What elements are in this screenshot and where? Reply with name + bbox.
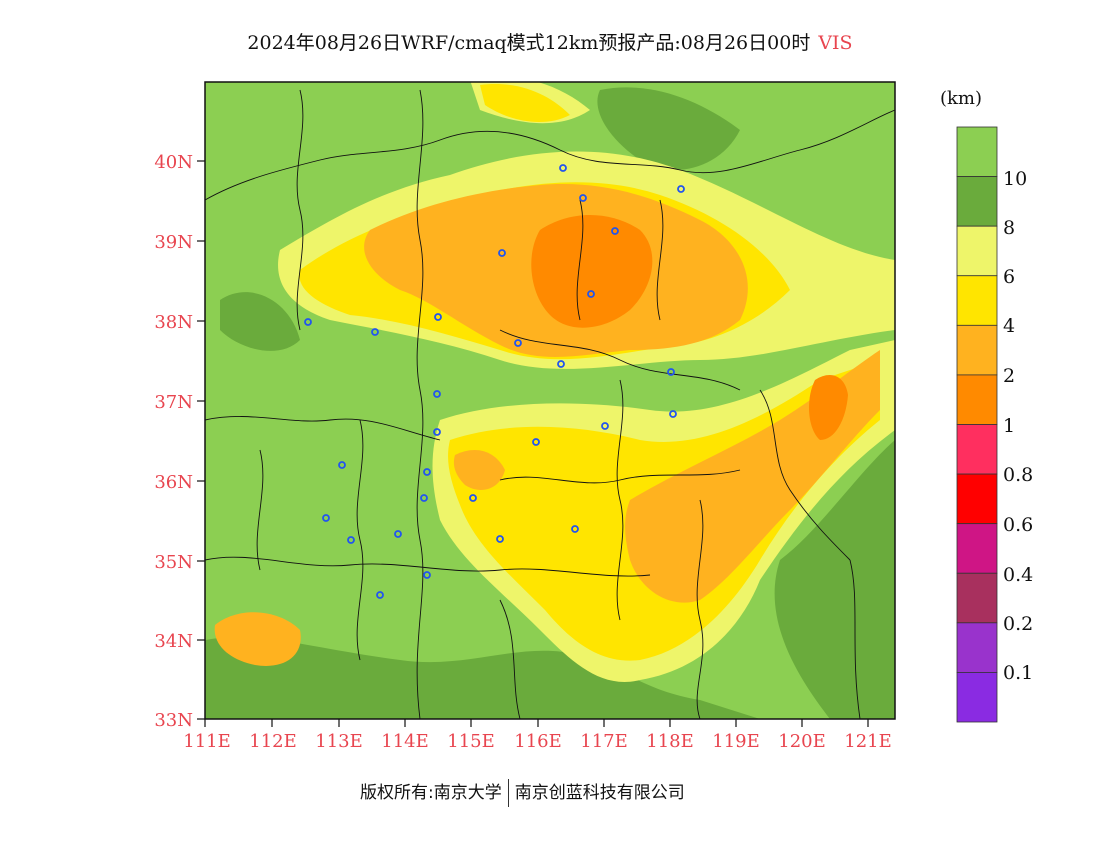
- station-markers: [304, 164, 685, 599]
- legend-colorbar: [956, 126, 998, 723]
- legend-swatch: [956, 225, 998, 277]
- lon-label: 114E: [381, 731, 429, 752]
- lon-label: 121E: [844, 731, 892, 752]
- map-title: 2024年08月26日WRF/cmaq模式12km预报产品:08月26日00时 V…: [0, 28, 1100, 55]
- legend-label: 8: [1003, 217, 1016, 239]
- copyright-footer: 版权所有:南京大学 南京创蓝科技有限公司: [360, 778, 685, 807]
- legend-swatch: [956, 275, 998, 326]
- lon-label: 117E: [580, 731, 628, 752]
- legend-label: 1: [1003, 415, 1016, 437]
- title-text: 2024年08月26日WRF/cmaq模式12km预报产品:08月26日00时: [247, 32, 811, 54]
- legend-swatch: [956, 672, 998, 723]
- legend-swatch: [956, 523, 998, 574]
- legend-swatch: [956, 374, 998, 425]
- legend-label: 0.2: [1003, 613, 1034, 635]
- lat-label: 38N: [154, 312, 193, 333]
- legend-label: 2: [1003, 365, 1016, 387]
- visibility-field: [205, 82, 895, 719]
- lon-label: 113E: [315, 731, 363, 752]
- legend-swatch: [956, 176, 998, 227]
- lon-label: 120E: [778, 731, 826, 752]
- legend-swatch: [956, 324, 998, 376]
- lon-label: 116E: [514, 731, 562, 752]
- legend-label: 0.1: [1003, 662, 1034, 684]
- boundary-lines: [205, 89, 895, 719]
- legend-swatch: [956, 572, 998, 624]
- legend-swatch: [956, 126, 998, 177]
- lat-label: 37N: [154, 392, 193, 413]
- lon-label: 112E: [249, 731, 297, 752]
- legend-label: 0.4: [1003, 564, 1034, 586]
- lat-label: 40N: [154, 152, 193, 173]
- latitude-labels: 40N 39N 38N 37N 36N 35N 34N 33N: [154, 152, 193, 731]
- copyright-right: 南京创蓝科技有限公司: [514, 783, 685, 803]
- legend-swatch: [956, 622, 998, 673]
- legend-label: 0.8: [1003, 464, 1034, 486]
- lat-label: 33N: [154, 710, 193, 731]
- lon-label: 111E: [183, 731, 231, 752]
- axis-ticks: [197, 160, 869, 727]
- footer-divider: [507, 779, 509, 807]
- lon-label: 119E: [712, 731, 760, 752]
- legend-swatch: [956, 473, 998, 525]
- lat-label: 35N: [154, 552, 193, 573]
- lat-label: 36N: [154, 472, 193, 493]
- legend-label: 6: [1003, 266, 1016, 288]
- legend-unit: (km): [940, 88, 983, 109]
- legend-label: 4: [1003, 315, 1016, 337]
- lat-label: 34N: [154, 631, 193, 652]
- lon-label: 118E: [646, 731, 694, 752]
- legend-label: 10: [1003, 168, 1028, 190]
- legend-label: 0.6: [1003, 514, 1034, 536]
- copyright-left: 版权所有:南京大学: [360, 783, 502, 803]
- lat-label: 39N: [154, 232, 193, 253]
- legend-swatch: [956, 424, 998, 475]
- lon-label: 115E: [447, 731, 495, 752]
- longitude-labels: 111E 112E 113E 114E 115E 116E 117E 118E …: [183, 731, 892, 752]
- variable-name: VIS: [818, 32, 853, 54]
